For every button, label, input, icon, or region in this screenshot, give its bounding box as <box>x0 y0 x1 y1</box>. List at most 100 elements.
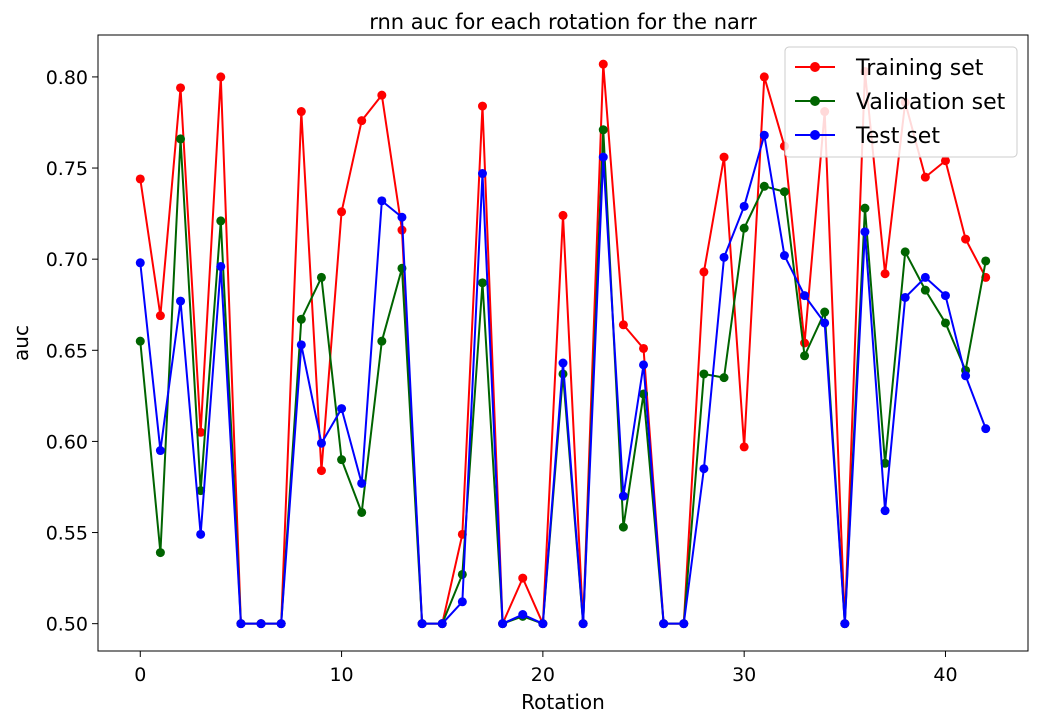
data-point-validation-set <box>860 203 870 213</box>
data-point-test-set <box>779 251 789 261</box>
data-point-training-set <box>719 152 729 162</box>
legend-label: Validation set <box>856 90 1006 115</box>
legend-label: Test set <box>855 124 940 149</box>
x-tick-label: 30 <box>732 664 756 686</box>
data-point-test-set <box>719 252 729 262</box>
data-point-validation-set <box>880 458 890 468</box>
data-point-test-set <box>618 491 628 501</box>
plot-frame <box>97 34 1029 652</box>
x-axis: 0 10 20 30 40 <box>134 651 958 686</box>
legend-box <box>784 46 1018 158</box>
x-tick-label: 40 <box>933 664 957 686</box>
data-point-training-set <box>699 267 709 277</box>
data-point-test-set <box>739 201 749 211</box>
y-tick-label: 0.60 <box>46 431 88 453</box>
data-point-training-set <box>316 466 326 476</box>
data-point-training-set <box>920 172 930 182</box>
y-tick-label: 0.75 <box>46 158 88 180</box>
data-point-training-set <box>739 442 749 452</box>
data-point-test-set <box>578 619 588 629</box>
data-point-validation-set <box>820 307 830 317</box>
data-point-validation-set <box>779 187 789 197</box>
legend-marker <box>810 62 820 72</box>
legend-label: Training set <box>855 56 984 81</box>
data-point-validation-set <box>699 369 709 379</box>
data-point-test-set <box>639 360 649 370</box>
legend-item-validation-set: Validation set <box>795 90 1006 115</box>
data-point-training-set <box>880 269 890 279</box>
data-point-training-set <box>357 116 367 126</box>
data-point-test-set <box>659 619 669 629</box>
data-point-validation-set <box>316 272 326 282</box>
data-point-validation-set <box>739 223 749 233</box>
y-tick-label: 0.70 <box>46 249 88 271</box>
data-point-test-set <box>598 152 608 162</box>
data-point-test-set <box>135 258 145 268</box>
data-point-test-set <box>477 169 487 179</box>
y-axis: 0.50 0.55 0.60 0.65 0.70 0.75 0.80 <box>46 67 98 636</box>
data-point-training-set <box>155 311 165 321</box>
y-axis-title: auc <box>9 325 33 361</box>
data-point-test-set <box>981 424 991 434</box>
data-point-training-set <box>961 234 971 244</box>
series-test-set <box>135 130 991 629</box>
data-point-test-set <box>498 619 508 629</box>
legend-item-test-set: Test set <box>795 124 940 149</box>
data-point-validation-set <box>135 336 145 346</box>
data-point-training-set <box>618 320 628 330</box>
data-point-test-set <box>276 619 286 629</box>
x-tick-label: 0 <box>134 664 146 686</box>
data-point-validation-set <box>357 507 367 517</box>
data-point-training-set <box>639 343 649 353</box>
series-layer <box>135 59 991 629</box>
legend-item-training-set: Training set <box>795 56 984 81</box>
data-point-training-set <box>477 101 487 111</box>
y-tick-label: 0.65 <box>46 340 88 362</box>
data-point-test-set <box>176 296 186 306</box>
data-point-test-set <box>196 529 206 539</box>
data-point-test-set <box>759 130 769 140</box>
data-point-training-set <box>176 83 186 93</box>
x-tick-label: 20 <box>531 664 555 686</box>
x-tick-label: 10 <box>329 664 353 686</box>
data-point-test-set <box>216 261 226 271</box>
data-point-test-set <box>316 438 326 448</box>
data-point-test-set <box>940 291 950 301</box>
data-point-test-set <box>900 292 910 302</box>
data-point-test-set <box>437 619 447 629</box>
data-point-validation-set <box>598 125 608 135</box>
data-point-training-set <box>800 338 810 348</box>
data-point-test-set <box>920 272 930 282</box>
data-point-validation-set <box>940 318 950 328</box>
data-point-training-set <box>216 72 226 82</box>
y-tick-label: 0.80 <box>46 67 88 89</box>
data-point-validation-set <box>477 278 487 288</box>
data-point-test-set <box>155 446 165 456</box>
data-point-validation-set <box>759 181 769 191</box>
data-point-test-set <box>840 619 850 629</box>
data-point-training-set <box>377 90 387 100</box>
data-point-training-set <box>337 207 347 217</box>
data-point-test-set <box>961 371 971 381</box>
data-point-training-set <box>135 174 145 184</box>
data-point-validation-set <box>155 548 165 558</box>
data-point-test-set <box>820 318 830 328</box>
data-point-validation-set <box>719 373 729 383</box>
y-tick-label: 0.55 <box>46 523 88 545</box>
data-point-test-set <box>236 619 246 629</box>
legend: Training set Validation set Test set <box>784 46 1018 158</box>
data-point-test-set <box>860 227 870 237</box>
data-point-training-set <box>518 573 528 583</box>
data-point-test-set <box>558 358 568 368</box>
data-point-validation-set <box>176 134 186 144</box>
data-point-test-set <box>457 597 467 607</box>
data-point-test-set <box>397 212 407 222</box>
data-point-validation-set <box>377 336 387 346</box>
data-point-test-set <box>800 291 810 301</box>
data-point-test-set <box>337 404 347 414</box>
data-point-test-set <box>538 619 548 629</box>
data-point-test-set <box>377 196 387 206</box>
data-point-validation-set <box>296 314 306 324</box>
legend-marker <box>810 96 820 106</box>
